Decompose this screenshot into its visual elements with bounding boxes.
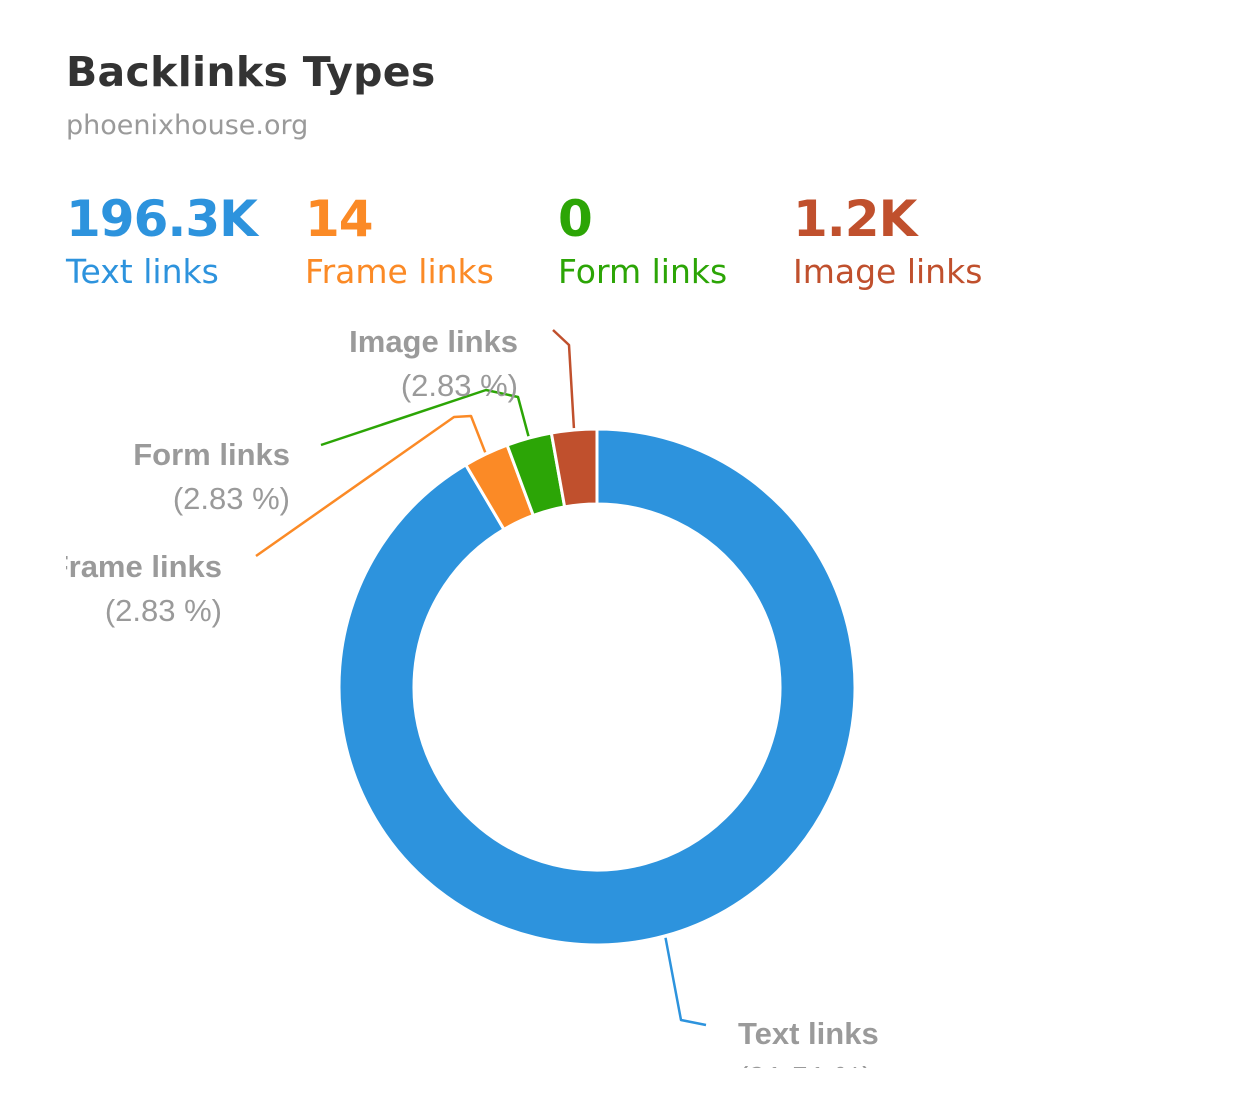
slice-percent-label: (2.83 %) (401, 368, 518, 403)
connector-line (552, 329, 576, 429)
donut-slice-text-links[interactable] (337, 427, 857, 947)
donut-slice-image-links[interactable] (549, 427, 599, 509)
domain-subtitle: phoenixhouse.org (66, 110, 309, 141)
metric-value: 196.3K (66, 190, 258, 248)
metric-text-links[interactable]: 196.3K Text links (66, 190, 258, 292)
metric-value: 1.2K (793, 190, 917, 248)
slice-label: Frame links (66, 549, 222, 584)
metric-value: 0 (558, 190, 593, 248)
connector-line (255, 414, 487, 558)
metric-label: Form links (558, 252, 728, 291)
metric-label: Image links (793, 252, 983, 291)
connector-line (664, 937, 707, 1027)
connector-line (320, 388, 530, 447)
slice-label: Text links (738, 1016, 879, 1051)
backlinks-donut-chart: Text links (91.51 %) Frame links (2.83 %) Fo… (66, 324, 879, 1068)
metric-label: Frame links (305, 252, 494, 291)
metric-form-links[interactable]: 0 Form links (558, 190, 727, 292)
metric-value: 14 (305, 190, 374, 248)
slice-label: Image links (349, 324, 518, 359)
metric-image-links[interactable]: 1.2K Image links (793, 190, 982, 292)
metric-frame-links[interactable]: 14 Frame links (305, 190, 494, 292)
slice-labels: Text links (91.51 %) Frame links (2.83 %) Fo… (66, 324, 879, 1068)
metric-label: Text links (66, 252, 219, 291)
slice-percent-label: (2.83 %) (173, 481, 290, 516)
slice-percent-label: (91.51 %) (738, 1060, 872, 1068)
page-title: Backlinks Types (66, 48, 436, 96)
label-connectors (255, 329, 707, 1027)
slice-percent-label: (2.83 %) (105, 593, 222, 628)
donut-slices (337, 427, 857, 947)
slice-label: Form links (133, 437, 290, 472)
